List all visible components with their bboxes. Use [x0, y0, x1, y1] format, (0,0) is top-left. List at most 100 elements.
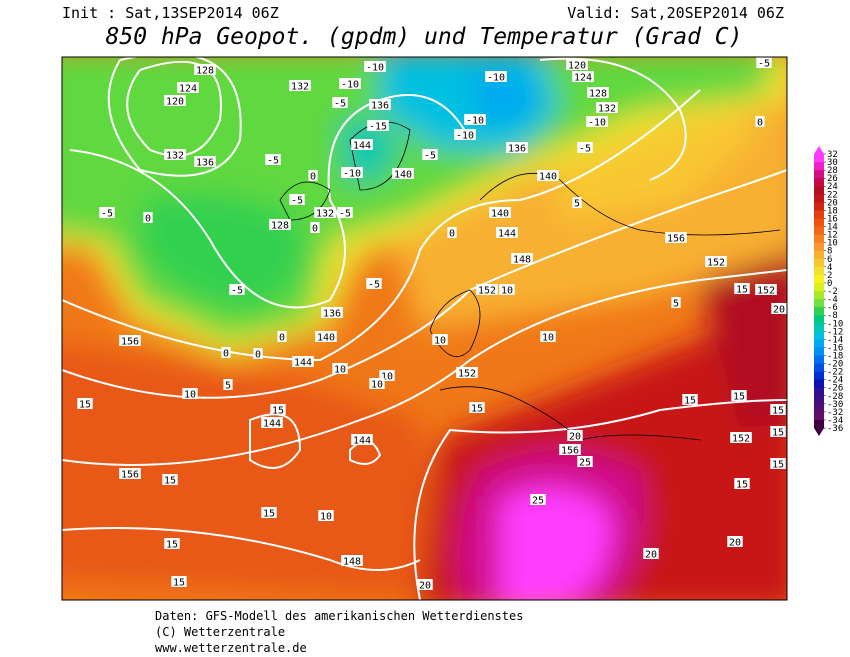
label-box [392, 168, 414, 179]
contour-label: 140 [394, 170, 412, 181]
label-box [269, 219, 291, 230]
label-box [469, 402, 485, 413]
label-box [530, 494, 546, 505]
label-box [511, 253, 533, 264]
contour-label: 136 [508, 144, 526, 155]
colorbar: 32302826242220181614121086420-2-4-6-8-10… [814, 146, 843, 437]
colorbar-swatch [814, 347, 824, 356]
label-box [332, 363, 348, 374]
colorbar-swatch [814, 291, 824, 300]
label-box [194, 156, 216, 167]
colorbar-swatch [814, 154, 824, 163]
colorbar-tick-label: -20 [827, 360, 843, 370]
label-box [289, 194, 305, 205]
label-box [315, 331, 337, 342]
colorbar-tick-label: -30 [827, 400, 843, 410]
label-box [119, 335, 141, 346]
colorbar-tick-label: 30 [827, 158, 838, 168]
colorbar-tick-label: 20 [827, 198, 838, 208]
contour-label: 132 [316, 209, 334, 220]
contour-label: 5 [574, 199, 580, 210]
label-box [379, 370, 395, 381]
label-box [665, 232, 687, 243]
colorbar-swatch [814, 266, 824, 276]
colorbar-tick-label: 0 [827, 279, 832, 289]
contour-label: 156 [667, 234, 685, 245]
contour-label: 15 [736, 480, 748, 491]
colorbar-tick-label: -16 [827, 343, 843, 353]
contour-label: 140 [539, 172, 557, 183]
label-box [567, 430, 583, 441]
contour-label: 148 [513, 255, 531, 266]
colorbar-swatch [814, 274, 824, 284]
colorbar-tick-label: -26 [827, 384, 843, 394]
contour-label: 144 [353, 436, 371, 447]
colorbar-tick-label: -36 [827, 424, 843, 434]
contour-label: -10 [466, 116, 484, 127]
contour-label: 132 [166, 151, 184, 162]
colorbar-swatch [814, 363, 824, 372]
contour-label: 128 [196, 66, 214, 77]
contour-label: -10 [343, 169, 361, 180]
contour-label: -10 [588, 118, 606, 129]
label-box [164, 538, 180, 549]
contour-label: 132 [291, 82, 309, 93]
label-box [310, 222, 320, 233]
label-box [537, 170, 559, 181]
contour-label: 15 [166, 540, 178, 551]
label-box [727, 536, 743, 547]
contour-label: 128 [589, 89, 607, 100]
contour-label: -5 [101, 209, 113, 220]
contour-label: 152 [478, 286, 496, 297]
contour-label: 15 [772, 406, 784, 417]
contour-label: 15 [471, 404, 483, 415]
contour-label: 10 [320, 512, 332, 523]
colorbar-swatch [814, 331, 824, 340]
label-box [596, 102, 618, 113]
colorbar-tick-label: -2 [827, 287, 838, 297]
footer-url: www.wetterzentrale.de [155, 641, 307, 655]
contour-label: 15 [173, 578, 185, 589]
colorbar-tick-label: -34 [827, 416, 843, 426]
label-box [572, 71, 594, 82]
label-box [731, 390, 747, 401]
contour-label: 20 [645, 550, 657, 561]
label-box [422, 149, 438, 160]
label-box [770, 404, 786, 415]
label-box [417, 579, 433, 590]
colorbar-swatch [814, 250, 824, 260]
contour-label: 15 [772, 460, 784, 471]
colorbar-tick-label: -28 [827, 392, 843, 402]
contour-label: 136 [323, 309, 341, 320]
colorbar-tick-label: 26 [827, 174, 838, 184]
colorbar-tick-label: 4 [827, 263, 832, 273]
contour-label: 15 [772, 428, 784, 439]
contour-label: 0 [757, 118, 763, 129]
colorbar-tick-label: 8 [827, 247, 832, 257]
label-box [476, 284, 498, 295]
contour-label: 136 [196, 158, 214, 169]
colorbar-swatch [814, 387, 824, 397]
label-box [755, 116, 765, 127]
label-box [171, 576, 187, 587]
temperature-field [62, 57, 787, 600]
label-box [162, 474, 178, 485]
colorbar-tick-label: -22 [827, 368, 843, 378]
contour-label: -5 [231, 286, 243, 297]
colorbar-swatch [814, 202, 824, 211]
colorbar-swatch [814, 315, 824, 324]
contour-label: 15 [272, 406, 284, 417]
label-box [261, 417, 283, 428]
label-box [337, 207, 353, 218]
contour-label: 124 [574, 73, 592, 84]
label-box [730, 432, 752, 443]
contour-label: 0 [312, 224, 318, 235]
colorbar-tick-label: -6 [827, 303, 838, 313]
colorbar-tick-label: 22 [827, 190, 838, 200]
contour-label: 152 [757, 286, 775, 297]
contour-label: -5 [267, 156, 279, 167]
contour-label: 10 [381, 372, 393, 383]
colorbar-bottom-arrow [814, 428, 824, 437]
